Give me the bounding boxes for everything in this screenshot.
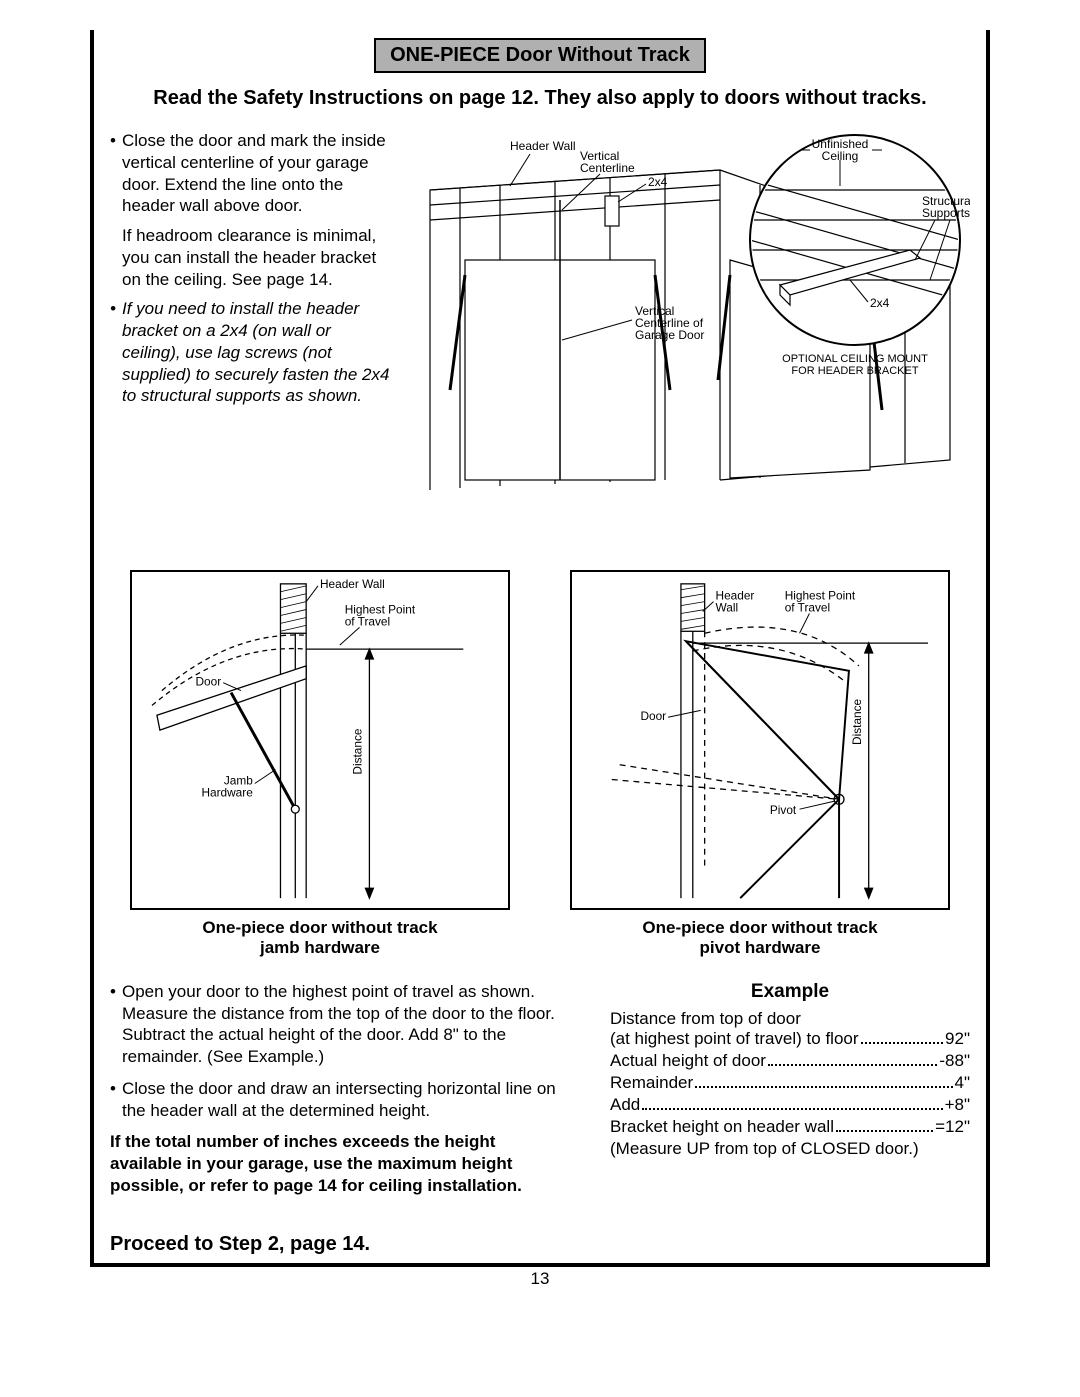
ex-r3-l: Add bbox=[610, 1095, 640, 1115]
example-block: Example Distance from top of door (at hi… bbox=[610, 981, 970, 1197]
main-figure-svg: Header Wall VerticalCenterline 2x4 Verti… bbox=[410, 130, 970, 550]
ex-row-1: Actual height of door -88" bbox=[610, 1051, 970, 1071]
fig-jamb-svg: Header Wall Highest Pointof Travel Door … bbox=[132, 572, 508, 908]
dots-icon bbox=[836, 1130, 933, 1132]
lbl-header-r: HeaderWall bbox=[716, 589, 755, 615]
bb1: Open your door to the highest point of t… bbox=[110, 981, 570, 1068]
fig-pivot-svg: HeaderWall Highest Pointof Travel Door P… bbox=[572, 572, 948, 908]
lbl-jamb-l: JambHardware bbox=[201, 773, 253, 799]
example-footer: (Measure UP from top of CLOSED door.) bbox=[610, 1139, 970, 1159]
lbl-optional: OPTIONAL CEILING MOUNTFOR HEADER BRACKET bbox=[782, 353, 928, 377]
ex-r3-v: +8" bbox=[945, 1095, 970, 1115]
top-bullets: Close the door and mark the inside verti… bbox=[110, 130, 390, 550]
bullet-1-cont: If headroom clearance is minimal, you ca… bbox=[110, 225, 390, 290]
figcap-left-l1: One-piece door without track bbox=[202, 918, 437, 937]
ex-r4-l: Bracket height on header wall bbox=[610, 1117, 834, 1137]
proceed-line: Proceed to Step 2, page 14. bbox=[110, 1233, 970, 1256]
lbl-2x4: 2x4 bbox=[648, 175, 668, 189]
bb-note: If the total number of inches exceeds th… bbox=[110, 1131, 570, 1196]
lbl-highest-r: Highest Pointof Travel bbox=[785, 589, 856, 615]
ex-r2-v: 4" bbox=[955, 1073, 971, 1093]
figcap-left-l2: jamb hardware bbox=[260, 938, 380, 957]
dots-icon bbox=[768, 1064, 937, 1066]
lbl-pivot-r: Pivot bbox=[770, 803, 797, 817]
ex-r0-l2: (at highest point of travel) to floor bbox=[610, 1029, 859, 1049]
dots-icon bbox=[695, 1086, 952, 1088]
bb2: Close the door and draw an intersecting … bbox=[110, 1078, 570, 1122]
title-wrap: ONE-PIECE Door Without Track bbox=[110, 38, 970, 73]
ex-r1-v: -88" bbox=[939, 1051, 970, 1071]
ex-r0-v: 92" bbox=[945, 1029, 970, 1049]
figcap-left: One-piece door without track jamb hardwa… bbox=[130, 918, 510, 959]
row-1: Close the door and mark the inside verti… bbox=[110, 130, 970, 550]
lbl-distance-l: Distance bbox=[351, 728, 365, 774]
ex-row-0: Distance from top of door (at highest po… bbox=[610, 1009, 970, 1049]
figure-pivot: HeaderWall Highest Pointof Travel Door P… bbox=[570, 570, 950, 959]
ex-row-4: Bracket height on header wall =12" bbox=[610, 1117, 970, 1137]
dots-icon bbox=[642, 1108, 942, 1110]
bottom-bullets: Open your door to the highest point of t… bbox=[110, 981, 570, 1197]
ex-r0-l1: Distance from top of door bbox=[610, 1009, 970, 1029]
lbl-header-wall: Header Wall bbox=[510, 139, 576, 153]
main-figure: Header Wall VerticalCenterline 2x4 Verti… bbox=[410, 130, 970, 550]
lbl-highest-l: Highest Pointof Travel bbox=[345, 603, 416, 629]
ex-r4-v: =12" bbox=[935, 1117, 970, 1137]
figcap-right-l2: pivot hardware bbox=[700, 938, 821, 957]
lbl-vert-centerline-door: VerticalCenterline ofGarage Door bbox=[635, 304, 704, 342]
safety-instruction: Read the Safety Instructions on page 12.… bbox=[110, 87, 970, 110]
bullet-1: Close the door and mark the inside verti… bbox=[110, 130, 390, 217]
ex-r1-l: Actual height of door bbox=[610, 1051, 766, 1071]
lbl-structural: StructuralSupports bbox=[922, 194, 970, 220]
lbl-vert-centerline: VerticalCenterline bbox=[580, 149, 635, 175]
figcap-right: One-piece door without track pivot hardw… bbox=[570, 918, 950, 959]
figcap-right-l1: One-piece door without track bbox=[642, 918, 877, 937]
row-3: Open your door to the highest point of t… bbox=[110, 981, 970, 1197]
row-2: Header Wall Highest Pointof Travel Door … bbox=[110, 570, 970, 959]
ex-r2-l: Remainder bbox=[610, 1073, 693, 1093]
lbl-header-wall-l: Header Wall bbox=[320, 577, 385, 591]
lbl-2x4-2: 2x4 bbox=[870, 296, 890, 310]
example-title: Example bbox=[610, 981, 970, 1003]
ex-row-2: Remainder 4" bbox=[610, 1073, 970, 1093]
page-content: ONE-PIECE Door Without Track Read the Sa… bbox=[70, 30, 1010, 1256]
figure-jamb: Header Wall Highest Pointof Travel Door … bbox=[130, 570, 510, 959]
page-number: 13 bbox=[0, 1269, 1080, 1289]
bullet-2: If you need to install the header bracke… bbox=[110, 298, 390, 407]
lbl-distance-r: Distance bbox=[850, 698, 864, 744]
section-title: ONE-PIECE Door Without Track bbox=[374, 38, 706, 73]
ex-row-3: Add +8" bbox=[610, 1095, 970, 1115]
lbl-door-l: Door bbox=[196, 675, 222, 689]
dots-icon bbox=[861, 1042, 944, 1044]
lbl-door-r: Door bbox=[640, 709, 666, 723]
